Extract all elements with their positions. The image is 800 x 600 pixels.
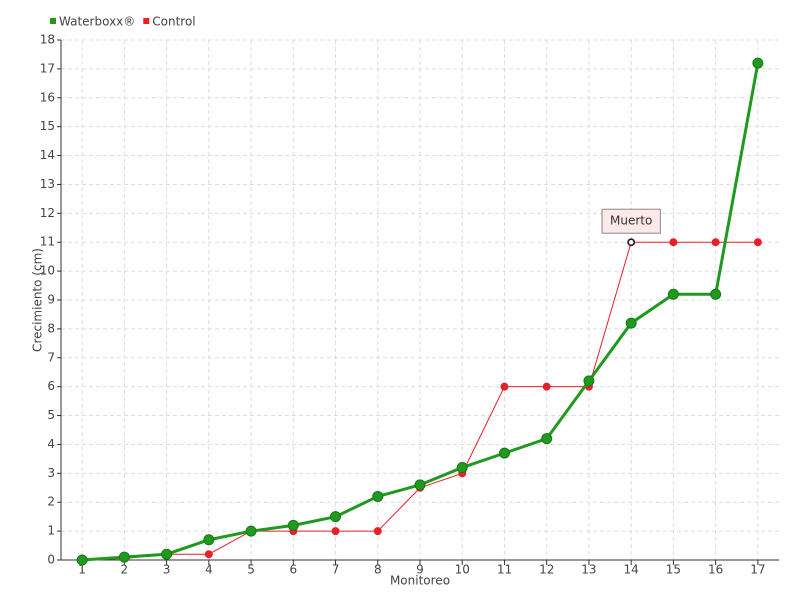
data-point [76,554,88,566]
annotation-text: Muerto [610,214,652,228]
data-point [373,527,382,536]
annotation: Muerto [601,208,661,234]
y-tick-label: 0 [47,553,55,567]
data-point [203,534,215,546]
data-point [752,57,764,69]
data-point [583,375,595,387]
legend-swatch [143,18,150,24]
y-axis-label: Crecimiento (cm) [31,248,45,352]
legend-label: Waterboxx® [59,15,135,29]
x-tick-label: 6 [289,563,297,577]
data-point [669,238,678,247]
y-tick-label: 16 [40,90,55,104]
x-tick-label: 11 [497,563,512,577]
y-tick-label: 5 [47,408,55,422]
x-tick-label: 16 [708,563,723,577]
annotation-marker [627,238,635,246]
y-tick-label: 13 [40,177,55,191]
data-point [161,548,173,560]
x-tick-label: 7 [332,563,340,577]
data-point [498,447,510,459]
y-tick-label: 3 [47,466,55,480]
data-point [330,511,342,523]
y-tick-label: 18 [40,33,55,47]
data-point [541,433,553,445]
y-tick-label: 2 [47,495,55,509]
data-point [118,551,130,563]
y-tick-label: 14 [40,148,55,162]
y-tick-label: 4 [47,437,55,451]
y-tick-label: 11 [40,235,55,249]
x-tick-label: 13 [581,563,596,577]
data-point [711,238,720,247]
x-tick-label: 1 [78,563,86,577]
data-point [245,525,257,537]
y-tick-label: 1 [47,524,55,538]
data-point [542,382,551,391]
y-tick-label: 7 [47,350,55,364]
data-point [331,527,340,536]
y-tick-label: 12 [40,206,55,220]
x-tick-label: 12 [539,563,554,577]
y-tick-label: 8 [47,321,55,335]
x-tick-label: 9 [416,563,424,577]
x-tick-label: 10 [455,563,470,577]
y-tick-label: 6 [47,379,55,393]
data-point [753,238,762,247]
data-point [204,550,213,559]
x-tick-label: 4 [205,563,213,577]
x-tick-label: 5 [247,563,255,577]
x-tick-label: 15 [666,563,681,577]
data-point [372,490,384,502]
data-point [287,519,299,531]
legend-swatch [50,18,56,24]
y-tick-label: 9 [47,293,55,307]
x-tick-label: 3 [163,563,171,577]
x-tick-label: 14 [624,563,639,577]
data-point [456,462,468,474]
annotation-box [601,208,661,234]
x-tick-label: 17 [750,563,765,577]
data-point [414,479,426,491]
data-point [625,317,637,329]
legend-label: Control [152,15,195,29]
x-axis-label: Monitoreo [390,574,450,588]
y-tick-label: 17 [40,61,55,75]
data-point [710,288,722,300]
x-tick-label: 2 [121,563,129,577]
x-tick-label: 8 [374,563,382,577]
data-point [500,382,509,391]
data-point [667,288,679,300]
y-tick-label: 15 [40,119,55,133]
y-tick-label: 10 [40,264,55,278]
